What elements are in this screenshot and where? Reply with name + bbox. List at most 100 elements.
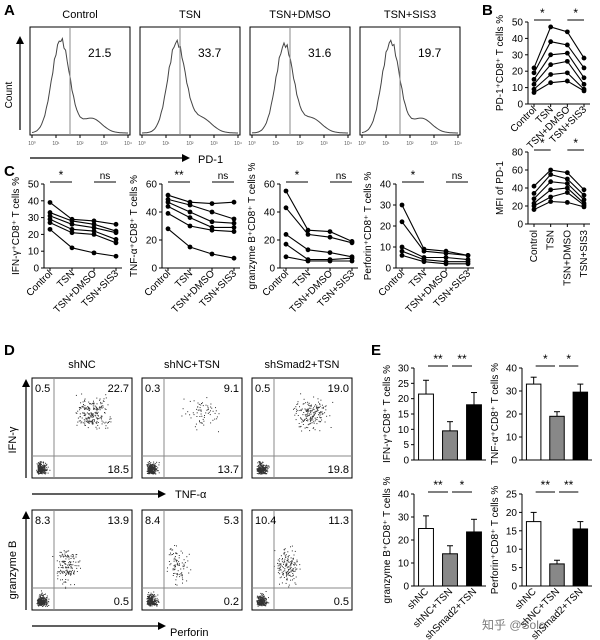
E3-bar-1 [442,553,458,587]
histogram-xtick-label-1-4: 10⁴ [124,141,132,147]
B1-series-5-line [533,72,585,90]
flow-row1-lr-value-2: 13.7 [218,464,239,476]
C4-series-5-line [401,254,468,265]
B1-sig-label-0: * [540,6,545,20]
C1-series-3-line [49,215,117,234]
histogram-frame-3 [249,26,351,136]
B1-series-6-point-3 [581,88,587,94]
C4-series-5-point-2 [443,261,449,267]
B1-series-1-point-3 [581,55,587,61]
flow-column-title-3: shSmad2+TSN [265,359,340,371]
C1-series-1-line [49,202,117,225]
C4-series-4-point-0 [399,248,405,254]
histogram-frame-1 [29,26,131,136]
B2-series-4-point-2 [564,185,570,191]
C1-series-3-point-1 [69,221,75,227]
E1-ytick-label-4: 20 [398,394,410,405]
C3-series-1-point-0 [283,188,289,194]
E3-ytick-label-3: 30 [398,513,410,524]
flow-row1-lr-value-3: 19.8 [328,464,349,476]
histogram-xtick-label-3-2: 10² [296,141,304,147]
E3-ytick-label-0: 0 [403,582,409,593]
E3-bar-0 [418,528,434,587]
C3-series-1-point-1 [305,227,311,233]
B1-series-6-point-2 [564,78,570,84]
C4-y-label: Perforin⁺CD8⁺ T cells % [363,172,374,281]
flow-row2-frame-3 [251,509,353,611]
panel-letter-e: E [371,342,382,359]
C3-ytick-label-3: 60 [264,180,276,191]
C2-series-1-point-0 [165,192,171,198]
C1-category-label-0: Control [25,268,56,299]
C2-series-3-line [167,201,235,224]
C1-series-5-point-2 [91,232,97,237]
panel-letter-d: D [4,342,15,359]
flow-row2-y-arrowhead [22,511,30,519]
C2-category-label-0: Control [143,268,174,299]
E3-sig-label-0: ** [433,478,443,492]
C2-series-3-point-0 [165,199,171,205]
histogram-title-3: TSN+DMSO [269,9,331,21]
C2-series-2-line [167,198,235,220]
flow-row1-ul-value-2: 0.3 [145,383,160,395]
histogram-x-label: PD-1 [198,154,223,166]
chart-e1-ifng-bars: 0 5 10 15 20 25 30 IFN-γ⁺CD8⁺ T cells % ** ** [382,352,486,467]
E4-bar-0 [525,521,542,587]
C3-ytick-label-2: 40 [264,208,276,219]
C4-ytick-label-0: 0 [385,264,391,275]
C1-ytick-label-5: 50 [28,180,40,191]
flow-row2-dots-1 [36,550,81,607]
C4-series-5-point-0 [399,253,405,258]
flow-row2-x-arrowhead [158,622,166,630]
histogram-xtick-label-3-3: 10³ [320,141,328,147]
E4-ytick-label-2: 10 [506,545,518,556]
C4-series-2-line [401,221,469,256]
C1-series-1-point-3 [113,221,119,227]
E1-ytick-label-0: 0 [403,456,409,467]
C1-series-3-point-0 [47,213,53,219]
C1-ytick-label-3: 30 [28,213,40,224]
C2-series-1-line [167,194,235,205]
C2-sig-label-1: ns [218,171,229,182]
C1-series-5-point-0 [47,220,53,226]
E1-ytick-label-1: 5 [403,440,409,451]
E3-ytick-label-2: 20 [398,536,410,547]
panel-letter-a: A [4,2,15,19]
C1-series-2-point-1 [69,218,75,224]
C2-series-3-point-3 [231,220,237,226]
C2-series-1-point-2 [209,201,215,206]
C2-series-5-line [167,212,235,233]
C2-series-3-point-2 [209,219,215,225]
E3-sig-label-1: * [460,478,465,492]
histogram-xtick-label-1-0: 10⁰ [28,141,36,147]
panel-letter-c: C [4,163,15,180]
C3-series-5-point-0 [283,254,289,260]
flow-row1-frame-2 [141,377,243,479]
B1-ytick-label-5: 50 [512,18,524,29]
C4-series-5-point-3 [465,261,471,267]
C2-sig-label-0: ** [174,168,184,182]
B1-ytick-label-4: 40 [512,34,524,45]
chart-e2-tnfa-bars: 0 10 20 30 40 TNF-α⁺CD8⁺ T cells % * * [490,352,592,467]
E2-ytick-label-1: 10 [506,433,518,444]
histogram-xtick-label-4-2: 10² [406,141,414,147]
B2-series-5-line [533,191,585,207]
C1-series-5-line [49,222,117,244]
histogram-frame-2 [139,26,241,136]
B1-series-2-point-2 [564,42,570,48]
C2-series-5-point-1 [187,223,193,229]
histogram-curve-1 [31,36,128,134]
C2-series-3-point-1 [187,209,193,215]
flow-row2-ur-value-2: 5.3 [224,515,239,527]
C3-series-2-point-3 [349,240,355,246]
C2-series-2-point-1 [187,202,193,208]
B1-y-label: PD-1⁺CD8⁺ T cells % [495,15,506,111]
B1-sig-label-1: * [573,6,578,20]
C3-category-label-0: Control [261,268,292,299]
C4-ytick-label-1: 10 [380,243,392,254]
C1-series-3-point-2 [91,225,97,231]
B2-sig-label-0: * [540,136,545,150]
B1-series-2-point-1 [548,39,554,45]
histogram-curve-2 [141,38,238,134]
C2-ytick-label-1: 20 [146,236,158,247]
